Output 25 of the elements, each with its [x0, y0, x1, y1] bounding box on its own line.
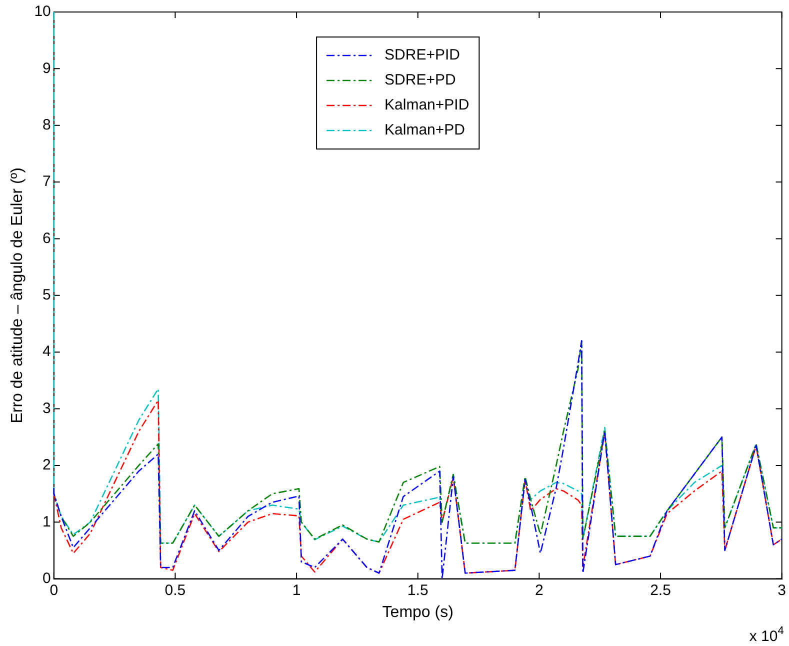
y-tick-label: 2 [42, 456, 51, 474]
y-tick-label: 1 [42, 513, 51, 530]
legend-label: Kalman+PID [384, 96, 470, 114]
x-tick-label: 3 [778, 582, 786, 599]
x-tick-label: 1 [292, 582, 301, 599]
x-axis-title: Tempo (s) [382, 604, 454, 621]
legend-label: SDRE+PID [384, 46, 460, 64]
y-tick-label: 0 [42, 570, 51, 587]
y-tick-label: 9 [42, 60, 51, 77]
x-tick-label: 0.5 [164, 582, 186, 599]
x-tick-label: 2 [535, 582, 544, 599]
y-tick-label: 3 [42, 400, 51, 417]
line-series [53, 400, 782, 574]
legend-label: Kalman+PD [384, 122, 466, 139]
legend-label: SDRE+PD [384, 72, 456, 89]
line-series [53, 11, 782, 544]
y-tick-label: 7 [42, 173, 51, 190]
y-tick-label: 10 [34, 3, 51, 20]
x-tick-label: 1.5 [407, 582, 428, 599]
y-tick-label: 6 [42, 230, 51, 247]
y-tick-label: 8 [42, 116, 51, 134]
y-axis-title: Erro de atitude – ângulo de Euler (º) [9, 168, 26, 424]
y-tick-label: 5 [42, 286, 51, 304]
y-tick-label: 4 [42, 343, 51, 360]
x-tick-label: 2.5 [650, 582, 671, 599]
